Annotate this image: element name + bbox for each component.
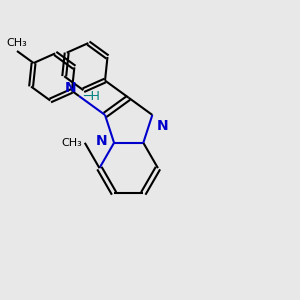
Text: N: N <box>157 119 168 133</box>
Text: N: N <box>64 81 76 94</box>
Text: N: N <box>95 134 107 148</box>
Text: ─H: ─H <box>83 89 100 103</box>
Text: CH₃: CH₃ <box>7 38 27 48</box>
Text: CH₃: CH₃ <box>61 138 82 148</box>
